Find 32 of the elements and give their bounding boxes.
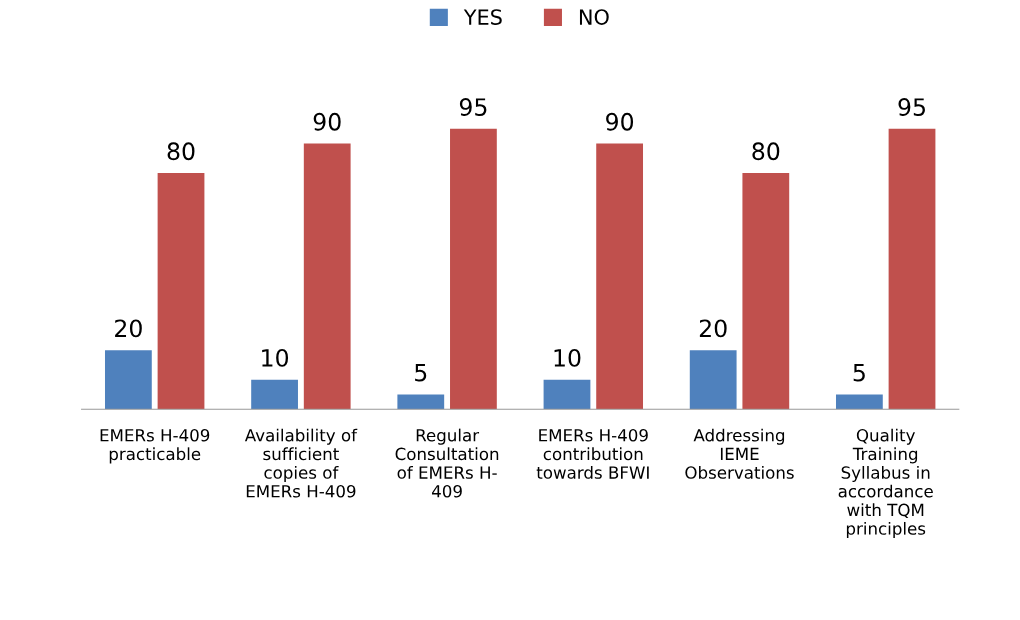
- data-label: 20: [115, 319, 142, 338]
- data-label: 95: [898, 98, 925, 116]
- data-label: 95: [459, 98, 487, 116]
- bar: [596, 143, 644, 410]
- bar: [835, 394, 883, 410]
- bar: [251, 379, 298, 410]
- data-label: 90: [606, 112, 634, 131]
- x-tick-label: EMERs H-409 contribution towards BFWI: [536, 428, 649, 479]
- bar: [888, 128, 936, 410]
- bar: [397, 394, 445, 410]
- x-tick-label: Availability of sufficient copies of EMERs H-409: [244, 428, 358, 498]
- data-label: 90: [313, 112, 341, 131]
- bar: [450, 128, 497, 410]
- data-label: 10: [554, 348, 581, 367]
- bar: [689, 350, 737, 410]
- x-tick-label: Regular Consultation of EMERs H- 409: [395, 428, 499, 498]
- legend-label: NO: [579, 9, 609, 25]
- legend-label: YES: [463, 9, 502, 25]
- bar: [303, 143, 351, 410]
- bar: [742, 173, 790, 410]
- bar: [157, 173, 205, 410]
- bar: [104, 350, 152, 410]
- x-tick-label: Quality Training Syllabus in accordance with TQM principles: [838, 428, 933, 539]
- data-label: 20: [699, 319, 727, 338]
- data-label: 5: [415, 363, 427, 382]
- data-label: 10: [262, 348, 289, 367]
- data-label: 80: [752, 142, 780, 161]
- x-tick-label: Addressing IEME Observations: [685, 428, 794, 479]
- bar: [543, 379, 591, 410]
- x-tick-label: EMERs H-409 practicable: [100, 428, 210, 464]
- data-label: 80: [167, 142, 195, 161]
- data-label: 5: [853, 363, 865, 382]
